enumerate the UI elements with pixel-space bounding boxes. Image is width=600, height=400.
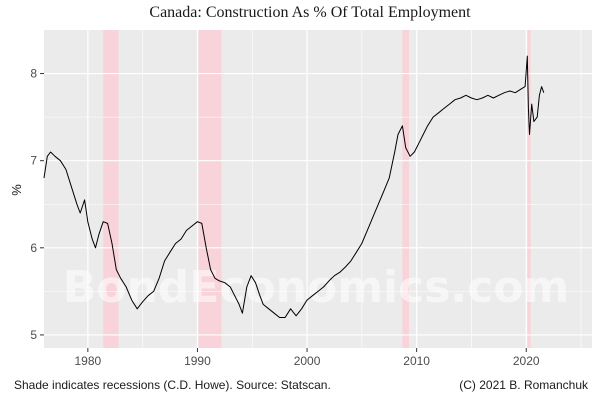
recession-bands (103, 30, 531, 348)
y-tick-label: 6 (30, 241, 37, 255)
x-tick-label: 2000 (294, 354, 321, 368)
y-axis: 5 6 7 8 (30, 67, 44, 342)
x-tick-label: 2010 (403, 354, 430, 368)
x-tick-label: 2020 (513, 354, 540, 368)
y-tick-label: 5 (30, 328, 37, 342)
grid-lines (32, 30, 592, 348)
y-tick-label: 7 (30, 154, 37, 168)
series-layer (43, 55, 545, 318)
recession-band-4 (527, 30, 531, 348)
y-axis-label: % (9, 184, 24, 196)
plot-panel (44, 30, 592, 348)
x-axis: 1980 1990 2000 2010 2020 (74, 348, 540, 368)
chart-title: Canada: Construction As % Of Total Emplo… (149, 4, 471, 21)
x-tick-label: 1980 (74, 354, 101, 368)
watermark: BondEconomics.com (63, 262, 570, 313)
recession-band-1 (103, 30, 119, 348)
caption-copyright: (C) 2021 B. Romanchuk (459, 378, 589, 392)
x-tick-label: 1990 (184, 354, 211, 368)
caption-source: Shade indicates recessions (C.D. Howe). … (14, 378, 331, 392)
y-tick-label: 8 (30, 67, 37, 81)
series-line-1 (43, 55, 545, 318)
recession-band-3 (402, 30, 409, 348)
recession-band-2 (198, 30, 222, 348)
